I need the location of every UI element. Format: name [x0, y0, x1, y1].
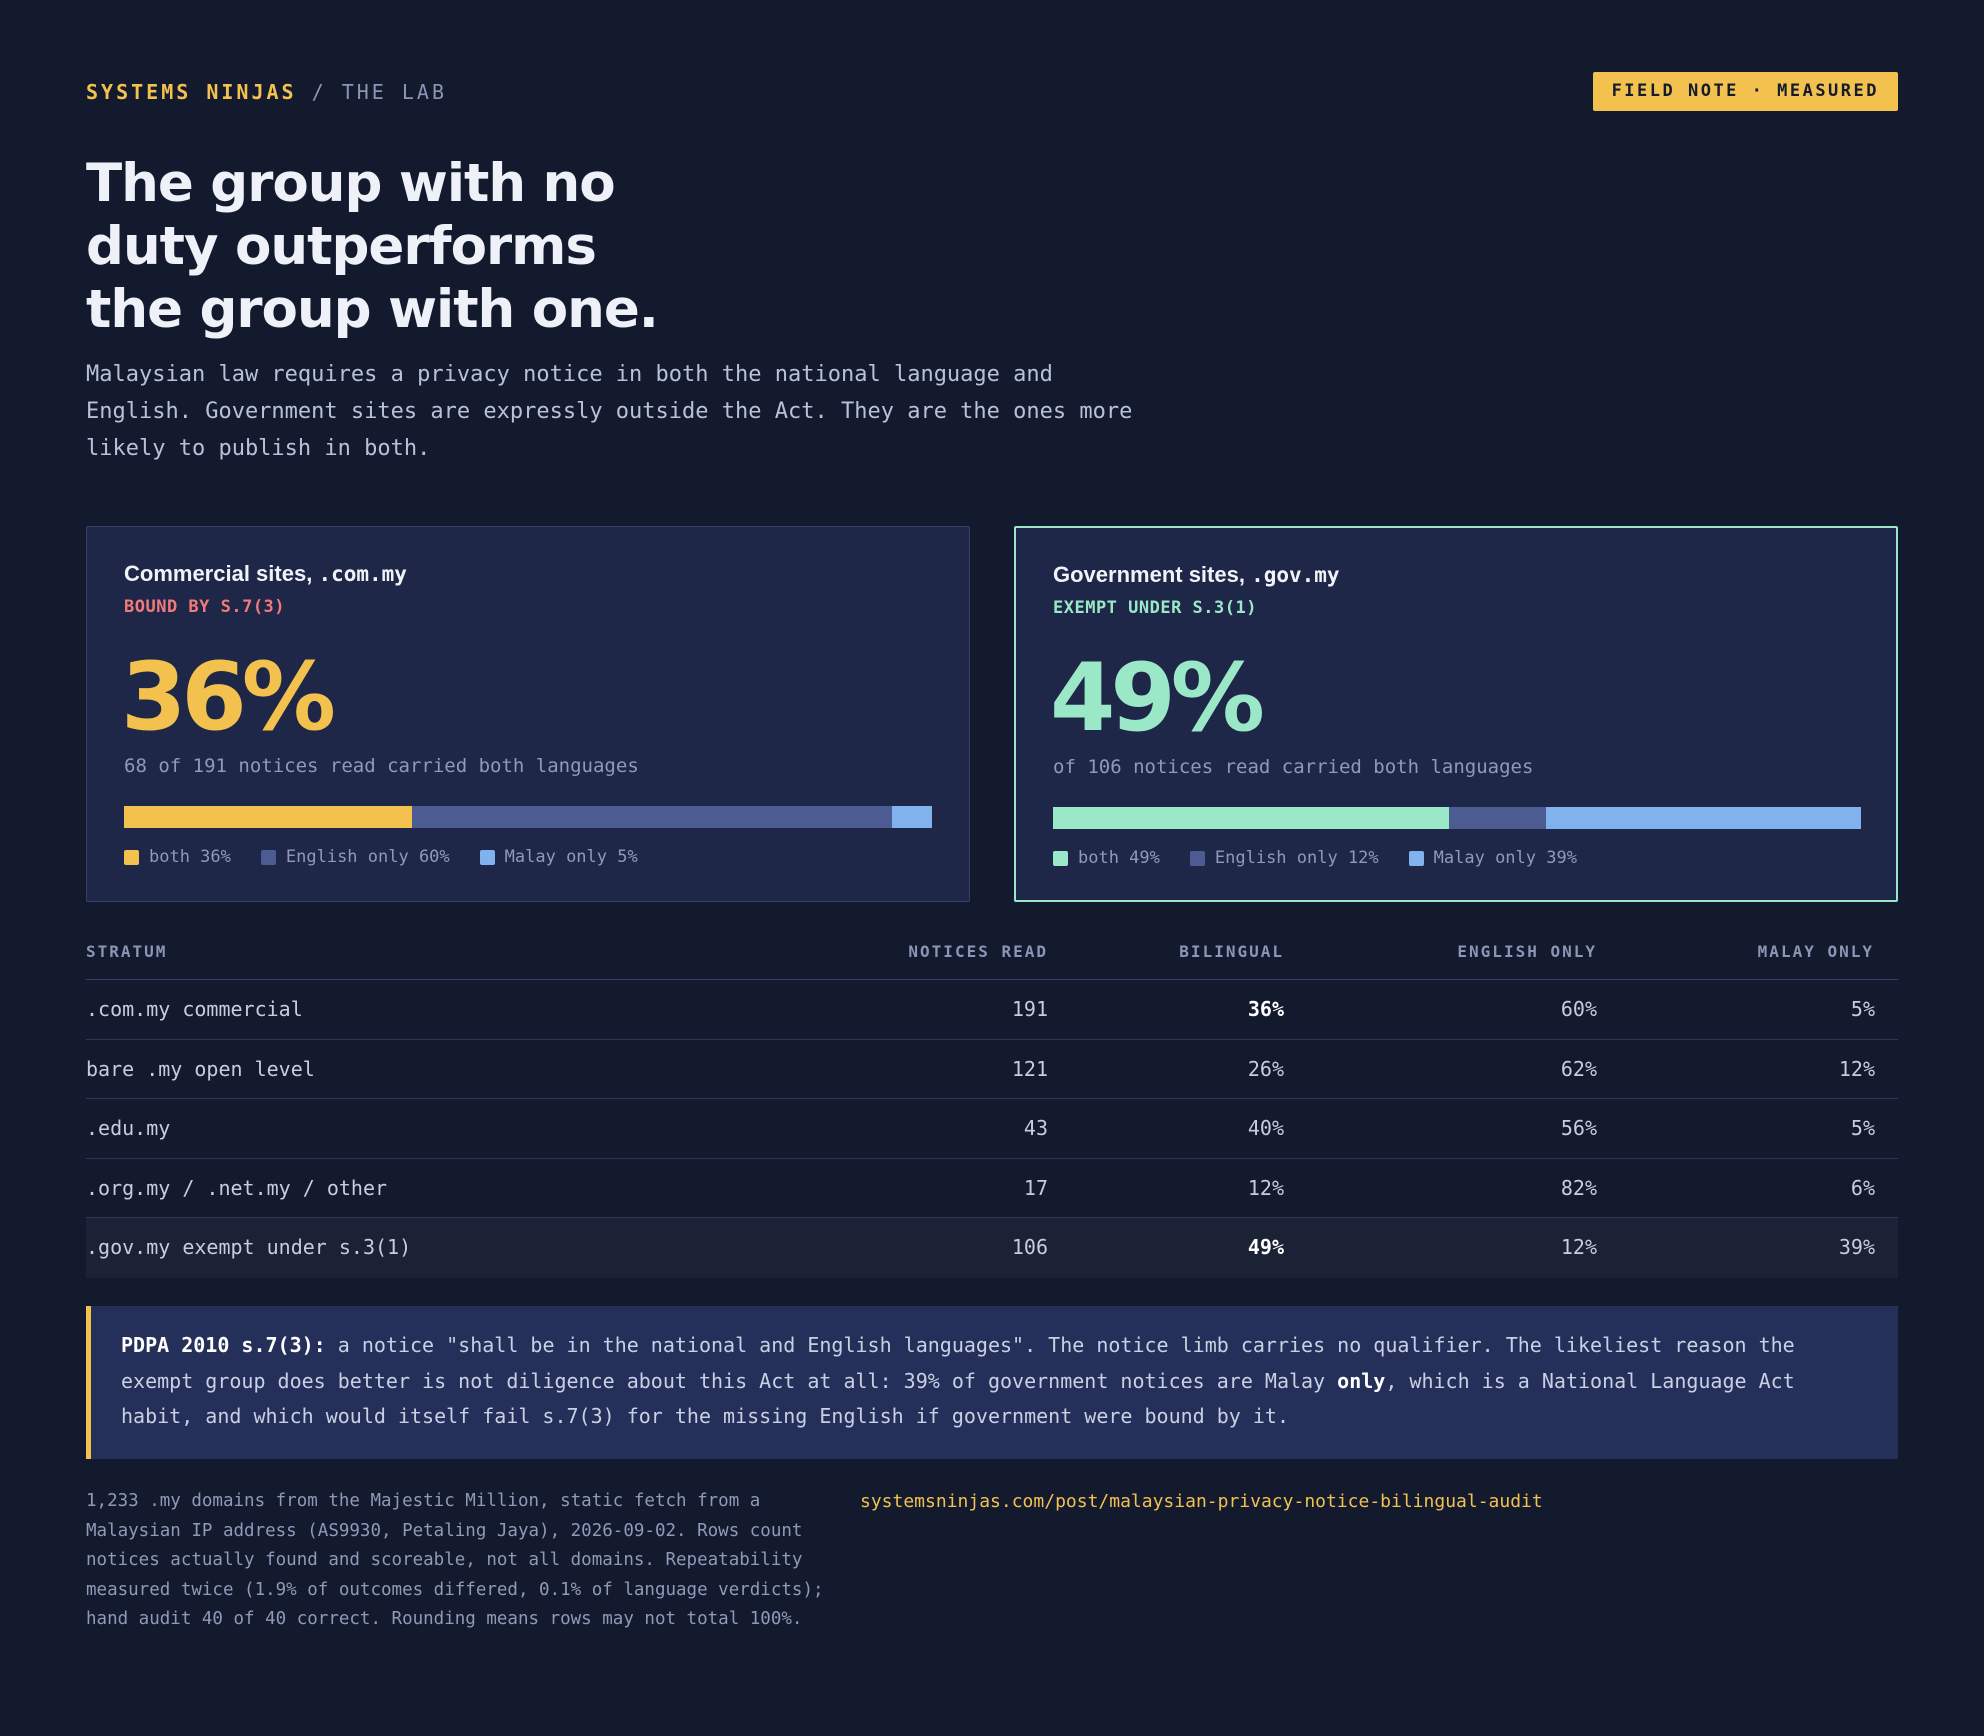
- bilingual-percent: 36%: [121, 643, 336, 752]
- headline-line: duty outperforms: [86, 216, 597, 277]
- cell-stratum: bare .my open level: [86, 1056, 315, 1081]
- government-card: Government sites, .gov.my EXEMPT UNDER S…: [1014, 526, 1898, 902]
- legend-swatch: [124, 849, 139, 865]
- cell-malay-only: 39%: [1838, 1235, 1875, 1260]
- lede-paragraph: Malaysian law requires a privacy notice …: [86, 362, 1133, 461]
- table-row: .edu.my 43 40% 56% 5%: [86, 1099, 1898, 1159]
- bilingual-percent: 49%: [1050, 644, 1265, 753]
- bar-segment-english-only: [412, 806, 892, 828]
- cell-bilingual: 12%: [1247, 1175, 1284, 1200]
- card-subtitle: 68 of 191 notices read carried both lang…: [124, 755, 639, 777]
- cell-english-only: 62%: [1560, 1056, 1597, 1081]
- cell-stratum: .gov.my exempt under s.3(1): [86, 1235, 412, 1260]
- cell-notices-read: 17: [1023, 1175, 1048, 1200]
- legend-swatch: [479, 849, 495, 865]
- bound-tag: BOUND BY S.7(3): [124, 597, 286, 617]
- bar-segment-malay-only: [1545, 807, 1861, 829]
- cell-malay-only: 12%: [1838, 1056, 1875, 1081]
- note-text: , which is a National Language Act habit…: [121, 1368, 1795, 1429]
- legend-item: Malay only 5%: [479, 847, 638, 867]
- table-row-highlighted: .gov.my exempt under s.3(1) 106 49% 12% …: [86, 1218, 1898, 1278]
- note-text: a notice "shall be in the national and E…: [121, 1333, 1795, 1393]
- stacked-bar: [1053, 807, 1861, 829]
- legend-item: both 49%: [1053, 848, 1160, 868]
- cell-bilingual: 40%: [1247, 1116, 1284, 1141]
- card-title: Commercial sites, .com.my: [124, 561, 407, 587]
- bar-segment-both: [1053, 807, 1449, 829]
- card-title: Government sites, .gov.my: [1053, 562, 1340, 588]
- card-title-text: Commercial sites,: [124, 561, 313, 586]
- column-header-malay-only: MALAY ONLY: [1757, 942, 1874, 961]
- cell-malay-only: 6%: [1850, 1175, 1875, 1200]
- headline-line: The group with no: [86, 153, 616, 214]
- card-title-domain: .gov.my: [1251, 563, 1340, 587]
- cell-english-only: 82%: [1560, 1175, 1597, 1200]
- legend-label: Malay only 5%: [504, 847, 638, 867]
- cell-english-only: 60%: [1560, 997, 1597, 1021]
- bar-segment-english-only: [1448, 807, 1546, 829]
- table-row: .org.my / .net.my / other 17 12% 82% 6%: [86, 1159, 1898, 1219]
- top-bar: SYSTEMS NINJAS / THE LAB FIELD NOTE · ME…: [86, 72, 1898, 112]
- legend-item: English only 60%: [260, 847, 450, 867]
- strata-table: STRATUM NOTICES READ BILINGUAL ENGLISH O…: [86, 932, 1898, 1278]
- methodology-footnote: 1,233 .my domains from the Majestic Mill…: [86, 1491, 824, 1629]
- section-name: THE LAB: [341, 80, 448, 104]
- column-header-notices-read: NOTICES READ: [908, 942, 1048, 961]
- cell-malay-only: 5%: [1850, 997, 1875, 1021]
- cell-notices-read: 191: [1011, 997, 1048, 1021]
- column-header-stratum: STRATUM: [86, 942, 168, 961]
- legend-label: both 36%: [149, 847, 231, 867]
- brand[interactable]: SYSTEMS NINJAS / THE LAB: [86, 80, 447, 104]
- cell-stratum: .org.my / .net.my / other: [86, 1175, 388, 1200]
- legend-swatch: [1053, 850, 1068, 866]
- headline-line: the group with one.: [86, 279, 659, 340]
- legend-label: English only 12%: [1214, 848, 1379, 868]
- note-lead: PDPA 2010 s.7(3):: [121, 1333, 326, 1357]
- legend-item: both 36%: [124, 847, 231, 867]
- cell-english-only: 56%: [1560, 1116, 1597, 1141]
- cell-stratum: .edu.my: [86, 1116, 171, 1141]
- column-header-english-only: ENGLISH ONLY: [1457, 942, 1597, 961]
- legend-item: Malay only 39%: [1408, 848, 1577, 868]
- cell-notices-read: 121: [1011, 1056, 1048, 1081]
- brand-separator: /: [311, 80, 327, 104]
- cell-notices-read: 43: [1023, 1116, 1048, 1141]
- note-emphasis: only: [1337, 1368, 1386, 1393]
- column-header-bilingual: BILINGUAL: [1179, 942, 1284, 961]
- table-header: STRATUM NOTICES READ BILINGUAL ENGLISH O…: [86, 932, 1898, 980]
- legend-swatch: [1189, 850, 1205, 866]
- cell-stratum: .com.my commercial: [86, 997, 303, 1021]
- stacked-bar: [124, 806, 932, 828]
- legend-swatch: [1408, 850, 1424, 866]
- bar-segment-both: [124, 806, 412, 828]
- brand-name: SYSTEMS NINJAS: [86, 80, 297, 104]
- cell-bilingual: 26%: [1247, 1056, 1284, 1081]
- legend-swatch: [260, 849, 276, 865]
- cell-malay-only: 5%: [1850, 1116, 1875, 1141]
- bar-segment-malay-only: [892, 806, 932, 828]
- card-subtitle: of 106 notices read carried both languag…: [1053, 756, 1534, 778]
- table-row: .com.my commercial 191 36% 60% 5%: [86, 980, 1898, 1040]
- cell-bilingual: 49%: [1247, 1235, 1284, 1260]
- legend: both 49% English only 12% Malay only 39%: [1053, 848, 1577, 868]
- cell-english-only: 12%: [1560, 1235, 1597, 1260]
- exempt-tag: EXEMPT UNDER S.3(1): [1053, 598, 1257, 618]
- legend-label: English only 60%: [285, 847, 450, 867]
- card-title-text: Government sites,: [1053, 562, 1245, 587]
- legend-label: Malay only 39%: [1433, 848, 1577, 868]
- card-title-domain: .com.my: [318, 562, 407, 586]
- page-headline: The group with no duty outperforms the g…: [86, 152, 846, 341]
- commercial-card: Commercial sites, .com.my BOUND BY S.7(3…: [86, 526, 970, 902]
- cell-notices-read: 106: [1011, 1235, 1048, 1260]
- source-link[interactable]: systemsninjas.com/post/malaysian-privacy…: [860, 1491, 1543, 1512]
- legend: both 36% English only 60% Malay only 5%: [124, 847, 638, 867]
- legal-note: PDPA 2010 s.7(3): a notice "shall be in …: [86, 1306, 1898, 1459]
- legend-item: English only 12%: [1189, 848, 1379, 868]
- legend-label: both 49%: [1078, 848, 1160, 868]
- field-note-badge: FIELD NOTE · MEASURED: [1592, 72, 1898, 111]
- table-row: bare .my open level 121 26% 62% 12%: [86, 1040, 1898, 1100]
- cell-bilingual: 36%: [1247, 997, 1284, 1021]
